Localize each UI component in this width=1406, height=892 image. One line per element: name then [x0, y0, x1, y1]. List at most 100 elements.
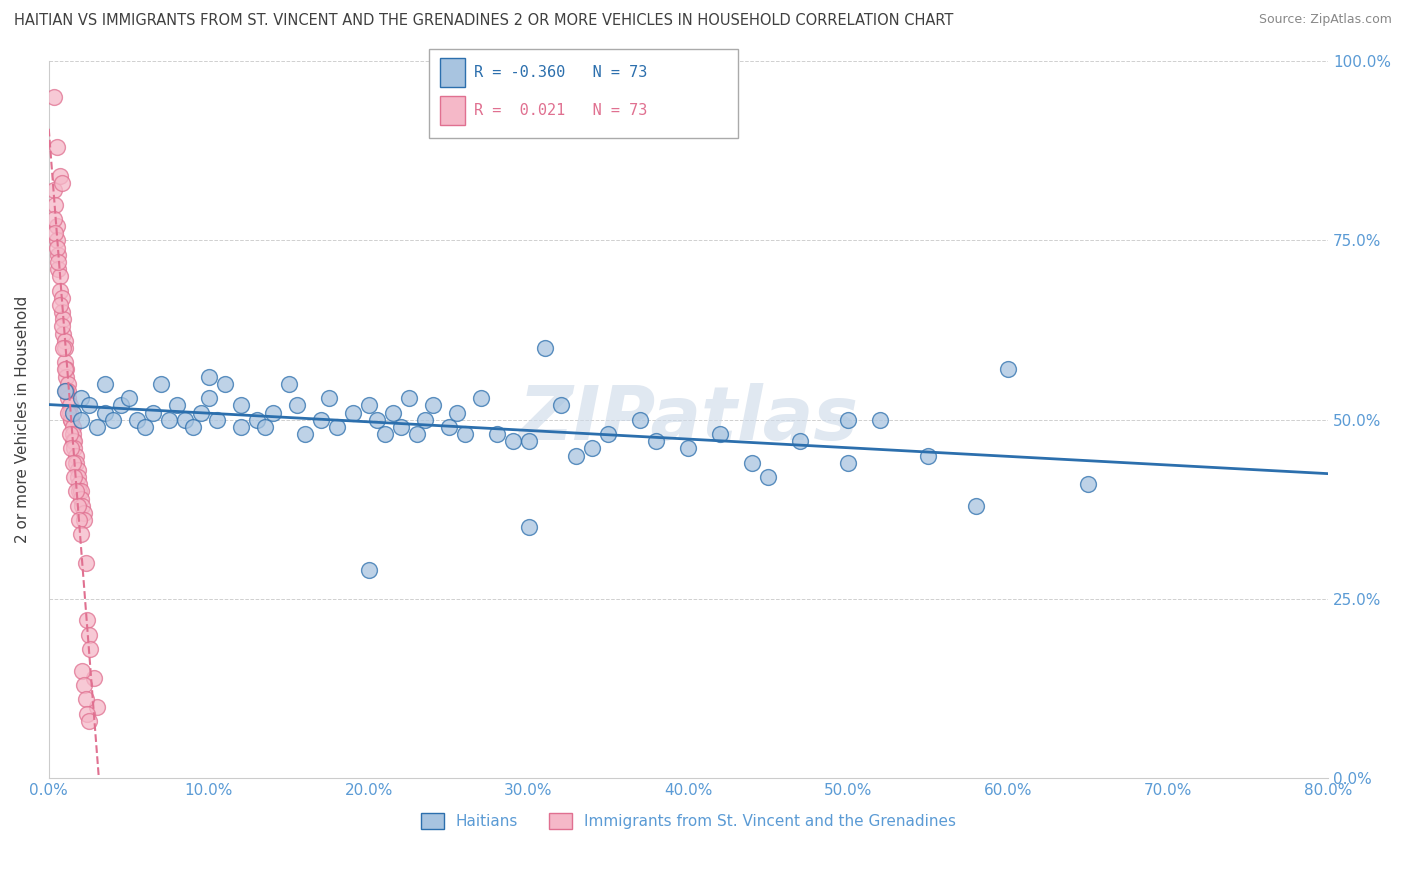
Point [49, 284, 72, 298]
Point [55, 362, 77, 376]
Point [66, 499, 89, 513]
Point [69, 484, 91, 499]
Point [93, 405, 115, 419]
Point [51, 305, 73, 319]
Point [60, 412, 83, 426]
Point [44, 226, 66, 240]
Point [214, 376, 236, 391]
Point [357, 563, 380, 577]
Point [56, 384, 79, 398]
Point [142, 405, 165, 419]
Point [1077, 477, 1099, 491]
Point [52, 312, 75, 326]
Point [997, 362, 1019, 376]
Point [86, 699, 108, 714]
Point [53, 341, 76, 355]
Point [49, 169, 72, 183]
Point [125, 412, 148, 426]
Point [789, 434, 811, 449]
Point [837, 412, 859, 426]
Point [285, 398, 308, 412]
Point [49, 298, 72, 312]
Point [63, 442, 86, 456]
Point [69, 491, 91, 506]
Point [869, 412, 891, 426]
Point [51, 291, 73, 305]
Point [229, 398, 252, 412]
Point [470, 391, 492, 405]
Point [60, 412, 83, 426]
Point [77, 628, 100, 642]
Point [405, 427, 427, 442]
Point [517, 434, 540, 449]
Point [67, 513, 90, 527]
Point [134, 420, 156, 434]
Point [53, 355, 76, 369]
Point [645, 434, 668, 449]
Point [389, 420, 412, 434]
Point [118, 391, 141, 405]
Point [110, 398, 132, 412]
Point [77, 714, 100, 728]
Point [550, 398, 572, 412]
Point [374, 427, 396, 442]
Legend: Haitians, Immigrants from St. Vincent and the Grenadines: Haitians, Immigrants from St. Vincent an… [415, 807, 962, 835]
Point [65, 484, 87, 499]
Point [277, 376, 299, 391]
Point [53, 384, 76, 398]
Point [42, 90, 65, 104]
Point [58, 427, 80, 442]
Point [581, 442, 603, 456]
Point [62, 420, 84, 434]
Text: ZIPatlas: ZIPatlas [519, 384, 859, 456]
Point [229, 420, 252, 434]
Point [357, 398, 380, 412]
Point [51, 176, 73, 190]
Text: HAITIAN VS IMMIGRANTS FROM ST. VINCENT AND THE GRENADINES 2 OR MORE VEHICLES IN : HAITIAN VS IMMIGRANTS FROM ST. VINCENT A… [14, 13, 953, 29]
Point [173, 412, 195, 426]
Point [917, 449, 939, 463]
Point [76, 614, 98, 628]
Point [46, 262, 69, 277]
Point [83, 671, 105, 685]
Point [63, 470, 86, 484]
Point [66, 470, 89, 484]
Point [62, 427, 84, 442]
Point [86, 420, 108, 434]
Text: Source: ZipAtlas.com: Source: ZipAtlas.com [1258, 13, 1392, 27]
Point [166, 398, 188, 412]
Point [630, 412, 652, 426]
Point [75, 556, 97, 570]
Point [76, 706, 98, 721]
Point [67, 477, 90, 491]
Point [413, 412, 436, 426]
Point [62, 434, 84, 449]
Point [72, 664, 94, 678]
Point [325, 420, 347, 434]
Point [56, 391, 79, 405]
Text: R =  0.021   N = 73: R = 0.021 N = 73 [474, 103, 647, 118]
Point [517, 520, 540, 534]
Point [52, 341, 75, 355]
Point [69, 391, 91, 405]
Point [93, 376, 115, 391]
Point [453, 427, 475, 442]
Point [56, 376, 79, 391]
Point [342, 405, 364, 419]
Point [60, 442, 83, 456]
Point [42, 211, 65, 226]
Y-axis label: 2 or more Vehicles in Household: 2 or more Vehicles in Household [15, 296, 30, 543]
Point [62, 405, 84, 419]
Point [52, 326, 75, 341]
Point [65, 456, 87, 470]
Point [157, 412, 180, 426]
Point [69, 527, 91, 541]
Point [63, 434, 86, 449]
Point [246, 412, 269, 426]
Point [149, 376, 172, 391]
Point [77, 398, 100, 412]
Point [309, 412, 332, 426]
Point [67, 484, 90, 499]
Point [53, 362, 76, 376]
Point [58, 405, 80, 419]
